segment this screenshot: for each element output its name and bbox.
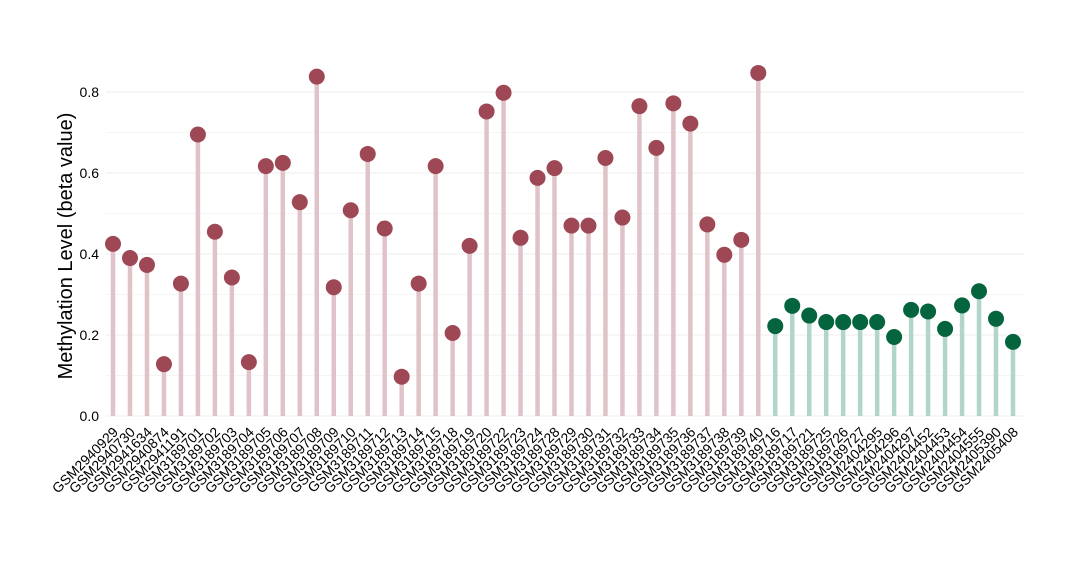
lollipop-point [342,202,359,219]
lollipop-point [852,314,869,331]
y-tick-label: 0.4 [80,246,100,262]
lollipop-point [750,64,767,81]
lollipop-point [393,368,410,385]
y-axis-title: Methylation Level (beta value) [55,113,77,380]
lollipop-point [546,160,563,177]
lollipop-point [835,314,852,331]
lollipop-point [733,231,750,248]
lollipop-point [1005,333,1021,350]
lollipop-point [665,95,682,112]
lollipop-point [105,235,121,252]
lollipop-point [359,145,376,162]
lollipop-point [461,237,478,254]
lollipop-point [325,279,342,296]
lollipop-point [767,318,784,335]
lollipop-point [172,275,189,292]
lollipop-point [495,84,512,101]
lollipop-point [614,209,631,226]
lollipop-point [801,307,818,324]
y-tick-label: 0.2 [80,327,100,343]
lollipop-point [903,301,920,318]
lollipop-point [121,250,138,267]
lollipop-point [427,158,444,175]
lollipop-point [206,223,223,240]
lollipop-point [818,314,835,331]
lollipop-point [988,310,1005,327]
lollipop-point [971,283,988,300]
lollipop-point [886,329,903,346]
lollipop-point [291,194,308,211]
lollipop-point [631,98,648,115]
lollipop-point [376,220,393,237]
lollipop-point [597,150,614,167]
lollipop-point [138,256,155,273]
lollipop-point [189,126,206,143]
lollipop-point [274,154,291,171]
lollipop-point [240,354,257,371]
lollipop-point [257,158,274,175]
lollipop-point [580,217,597,234]
y-tick-label: 0.0 [80,408,100,424]
lollipop-point [529,169,546,186]
lollipop-point [155,356,172,373]
lollipop-stems [110,72,1016,416]
lollipop-point [223,269,240,286]
lollipop-points [105,64,1021,385]
lollipop-point [920,303,937,320]
y-tick-label: 0.8 [80,84,100,100]
lollipop-point [444,324,461,341]
lollipop-point [478,103,495,120]
y-axis-ticks: 0.0 0.2 0.4 0.6 0.8 [80,84,100,424]
y-tick-label: 0.6 [80,165,100,181]
lollipop-point [410,275,427,292]
lollipop-point [563,217,580,234]
lollipop-point [784,297,801,314]
lollipop-point [937,320,954,337]
lollipop-point [682,115,699,132]
lollipop-point [869,314,886,331]
lollipop-point [512,229,529,246]
lollipop-point [954,297,971,314]
grid-lines [106,91,1024,417]
lollipop-point [716,246,733,263]
lollipop-point [648,139,665,156]
lollipop-point [699,216,716,233]
lollipop-point [308,68,325,85]
x-axis-tick-labels: GSM2940929GSM2940730GSM2941634GSM2940874… [49,424,1022,497]
